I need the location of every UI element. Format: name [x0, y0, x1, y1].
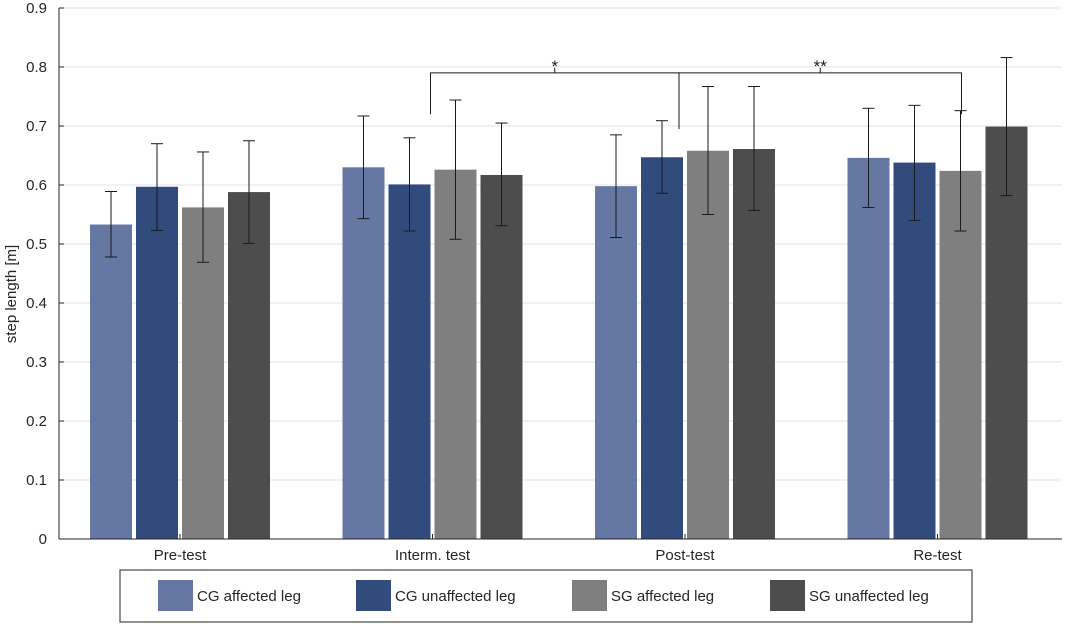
significance-annotations: * ** [430, 57, 962, 129]
bar [228, 192, 270, 539]
bar [733, 149, 775, 539]
bar [847, 157, 890, 540]
y-tick-label: 0.4 [26, 295, 47, 312]
legend: CG affected leg CG unaffected leg SG affec… [119, 569, 973, 623]
legend-swatch [572, 580, 607, 611]
x-tick-label: Interm. test [395, 547, 471, 564]
y-tick-label: 0.5 [26, 236, 47, 253]
y-tick-label: 0.9 [26, 0, 47, 17]
error-bars [105, 57, 1013, 263]
y-tick-label: 0.1 [26, 472, 47, 489]
x-tick-label: Post-test [655, 547, 715, 564]
y-tick-label: 0.8 [26, 59, 47, 76]
legend-label: CG affected leg [197, 588, 301, 605]
bar [893, 162, 936, 539]
bar [90, 224, 132, 539]
y-tick-label: 0.3 [26, 354, 47, 371]
y-tick-label: 0.7 [26, 118, 47, 135]
bars [90, 126, 1028, 540]
legend-swatch [356, 580, 391, 611]
bar [388, 184, 431, 539]
legend-label: SG affected leg [611, 588, 714, 605]
y-tick-label: 0.2 [26, 413, 47, 430]
y-tick-label: 0.6 [26, 177, 47, 194]
axes: 0 0.1 0.2 0.3 0.4 0.5 0.6 0.7 0.8 0.9 Pre-test Inte… [26, 0, 1062, 564]
legend-label: SG unaffected leg [809, 588, 929, 605]
y-tick-label: 0 [39, 531, 47, 548]
bar [136, 186, 178, 539]
y-axis-title: step length [m] [3, 245, 20, 343]
bar [595, 186, 637, 539]
bar [641, 157, 683, 539]
significance-label: ** [814, 57, 828, 76]
x-tick-label: Re-test [913, 547, 962, 564]
bar [342, 167, 385, 540]
legend-swatch [158, 580, 193, 611]
significance-label: * [551, 57, 558, 76]
legend-swatch [770, 580, 805, 611]
x-tick-label: Pre-test [154, 547, 207, 564]
legend-label: CG unaffected leg [395, 588, 516, 605]
legend-box [119, 569, 973, 623]
bar [939, 170, 982, 539]
bar [480, 174, 523, 539]
bar [687, 150, 729, 539]
